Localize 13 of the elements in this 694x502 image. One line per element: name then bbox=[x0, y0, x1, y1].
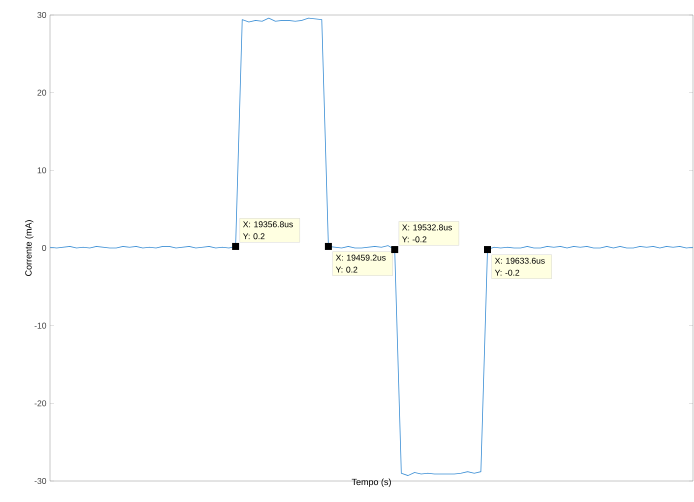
annotation: X: 19356.8us Y: 0.2 bbox=[242, 221, 293, 240]
y-tick-label: 0 bbox=[42, 245, 46, 251]
y-tick-label: -20 bbox=[34, 400, 46, 406]
y-tick-label: 10 bbox=[38, 167, 46, 174]
annotation: X: 19459.2us Y: 0.2 bbox=[336, 254, 386, 273]
y-tick-label: 30 bbox=[37, 12, 46, 18]
y-tick-label: -10 bbox=[34, 322, 46, 329]
x-axis-title: Tempo (s) bbox=[352, 478, 391, 487]
y-tick-label: 20 bbox=[37, 90, 46, 96]
annotation: X: 19532.8us Y: -0.2 bbox=[402, 224, 452, 242]
y-axis-title: Corrente (mA) bbox=[25, 220, 34, 276]
y-tick-label: -30 bbox=[34, 478, 46, 484]
annotation: X: 19633.6us Y: -0.2 bbox=[494, 258, 545, 276]
